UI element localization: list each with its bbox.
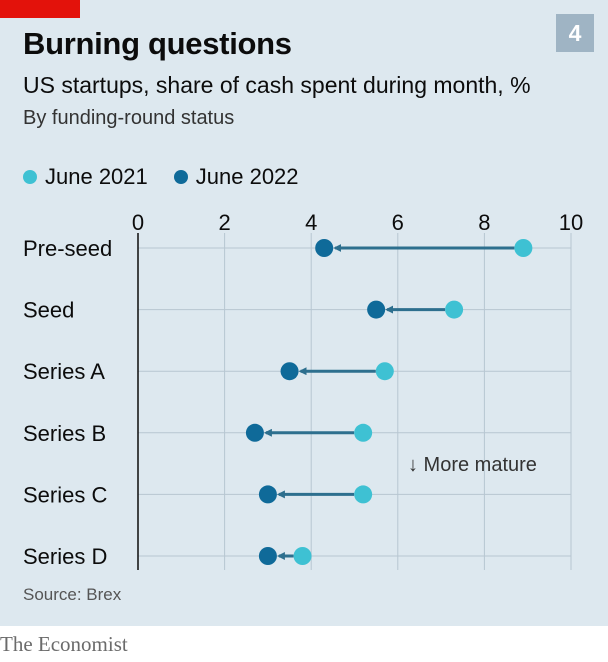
point-june-2022 bbox=[280, 362, 299, 381]
point-june-2021 bbox=[354, 423, 373, 442]
x-tick-label: 8 bbox=[478, 210, 490, 235]
point-june-2021 bbox=[293, 547, 312, 565]
chart-title: Burning questions bbox=[23, 26, 292, 61]
x-tick-label: 0 bbox=[132, 210, 144, 235]
category-label: Series A bbox=[23, 359, 105, 384]
legend-item-2022: June 2022 bbox=[173, 164, 299, 190]
more-mature-annotation: ↓ More mature bbox=[408, 454, 537, 476]
source-note: Source: Brex bbox=[23, 585, 122, 604]
legend-label-2021: June 2021 bbox=[45, 164, 148, 189]
x-tick-label: 6 bbox=[392, 210, 404, 235]
legend-dot-2021 bbox=[23, 170, 37, 184]
chart-subtitle: US startups, share of cash spent during … bbox=[23, 72, 531, 98]
legend-label-2022: June 2022 bbox=[195, 164, 299, 189]
point-june-2021 bbox=[375, 362, 394, 381]
legend-dot-2022 bbox=[173, 170, 188, 184]
point-june-2022 bbox=[258, 485, 277, 504]
legend-item-2021: June 2021 bbox=[23, 164, 148, 190]
category-label: Seed bbox=[23, 298, 74, 323]
point-june-2021 bbox=[354, 485, 373, 504]
category-label: Pre-seed bbox=[23, 236, 112, 261]
chart-panel bbox=[0, 0, 608, 626]
dumbbell-chart: 0 2 4 6 8 10 Pre-seed Seed Series A Series B Serie… bbox=[23, 210, 583, 570]
point-june-2021 bbox=[445, 300, 464, 319]
chart-subsubtitle: By funding-round status bbox=[23, 107, 235, 129]
category-label: Series C bbox=[23, 482, 107, 507]
category-label: Series D bbox=[23, 544, 107, 569]
point-june-2021 bbox=[514, 239, 533, 257]
x-tick-label: 2 bbox=[218, 210, 230, 235]
x-tick-label: 10 bbox=[559, 210, 583, 235]
chart-number-badge: 4 bbox=[556, 14, 594, 52]
category-label: Series B bbox=[23, 421, 106, 446]
red-tag bbox=[0, 0, 80, 18]
x-tick-label: 4 bbox=[305, 210, 317, 235]
point-june-2022 bbox=[315, 239, 334, 257]
point-june-2022 bbox=[245, 423, 264, 442]
point-june-2022 bbox=[258, 547, 277, 565]
legend: June 2021 June 2022 bbox=[23, 164, 325, 190]
brand-logo: The Economist bbox=[0, 632, 128, 656]
point-june-2022 bbox=[367, 300, 386, 319]
